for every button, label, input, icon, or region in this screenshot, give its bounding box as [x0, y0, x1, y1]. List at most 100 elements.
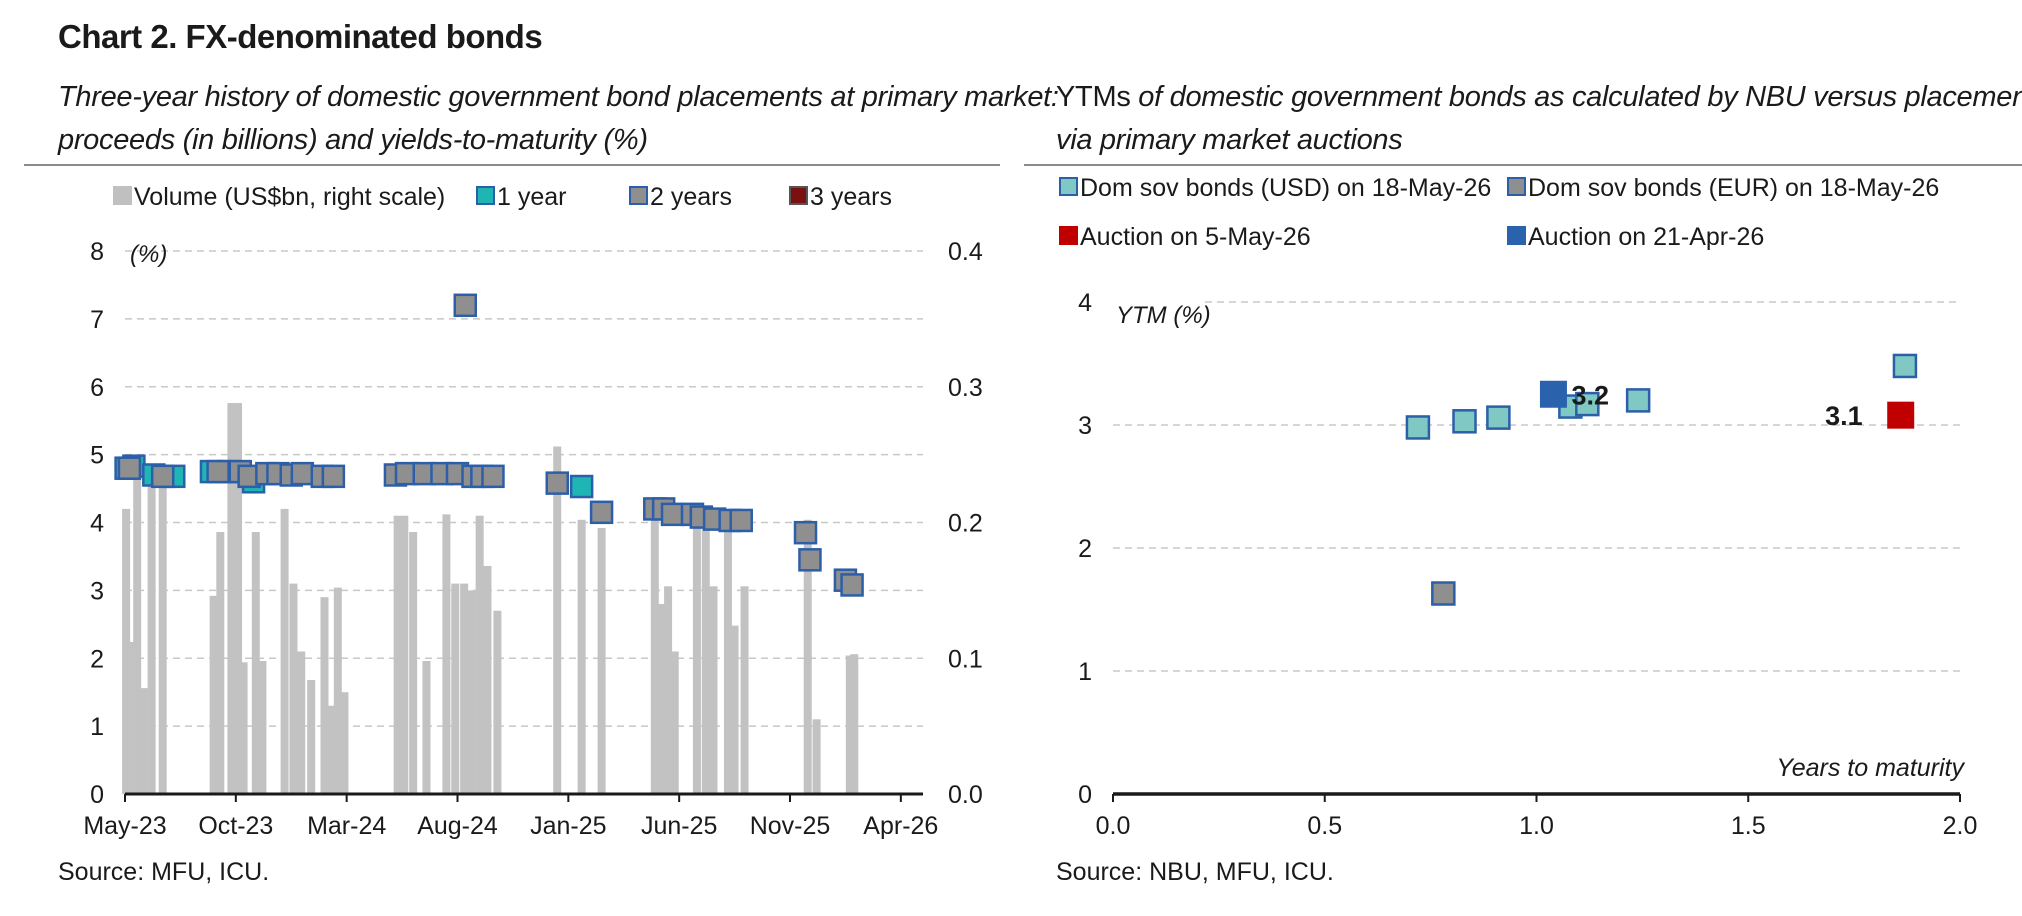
right-y-tick-label: 3: [1078, 412, 1092, 440]
left-y-tick-label: 7: [90, 306, 104, 334]
volume-bar: [209, 595, 218, 794]
right-subtitle-line1: of domestic government bonds as calculat…: [1130, 81, 2022, 113]
volume-bar: [158, 474, 167, 794]
volume-bar: [483, 565, 492, 794]
yield-2y-point: [545, 471, 569, 495]
yield-2y-point: [729, 508, 753, 533]
left-y-tick-label: 6: [90, 374, 104, 402]
right-x-tick-label: 0.0: [1096, 812, 1131, 840]
volume-bar: [333, 587, 342, 794]
left-x-tick-label: Oct-23: [198, 812, 273, 840]
left-x-tick-label: Mar-24: [307, 812, 386, 840]
eur-bond-point: [1431, 581, 1456, 606]
volume-bar: [216, 532, 225, 794]
right-y-tick-label: 0.0: [948, 781, 983, 809]
volume-bar: [692, 506, 701, 794]
yield-2y-point: [290, 461, 315, 486]
volume-bar: [125, 641, 134, 794]
volume-bar: [133, 474, 142, 794]
left-legend-label: Volume (US$bn, right scale): [134, 183, 445, 211]
left-y-tick-label: 1: [90, 713, 104, 741]
auction-may5-label: 3.1: [1825, 401, 1863, 431]
usd-bond-point: [1625, 388, 1651, 413]
right-y-tick-label: 0.4: [948, 238, 983, 266]
volume-bar: [553, 446, 562, 794]
left-y-tick-label: 2: [90, 645, 104, 673]
volume-bar: [258, 660, 267, 794]
volume-bar: [251, 532, 260, 794]
right-x-tick-label: 1.0: [1519, 812, 1554, 840]
left-x-tick-label: Apr-26: [863, 812, 938, 840]
left-subtitle-line2: proceeds (in billions) and yields-to-mat…: [58, 124, 648, 156]
volume-bar: [850, 654, 859, 794]
volume-bar: [147, 484, 156, 794]
usd-bond-point: [1486, 405, 1511, 430]
yield-2y-point: [840, 573, 864, 597]
right-chart-subtitle: YTMs of domestic government bonds as cal…: [1056, 76, 2022, 162]
left-y-tick-label: 8: [90, 238, 104, 266]
right-legend-label: Auction on 5-May-26: [1080, 223, 1311, 251]
usd-bond-point: [1405, 415, 1431, 440]
right-x-axis-label: Years to maturity: [1776, 754, 1965, 782]
volume-bar: [475, 515, 484, 794]
yield-2y-point: [481, 464, 505, 489]
volume-bar: [340, 692, 349, 794]
right-x-tick-label: 2.0: [1943, 812, 1978, 840]
volume-bar: [307, 679, 316, 794]
volume-bar: [297, 651, 306, 794]
yield-2y-point: [798, 548, 822, 572]
left-x-tick-label: Jan-25: [530, 812, 606, 840]
left-legend-swatch: [113, 186, 132, 205]
left-legend-swatch: [629, 186, 648, 205]
left-legend-label: 1 year: [497, 183, 566, 211]
right-legend-swatch: [1507, 226, 1526, 245]
left-y-tick-label: 3: [90, 577, 104, 605]
volume-bar: [442, 514, 451, 794]
right-divider: [1024, 164, 2022, 166]
volume-bar: [730, 625, 739, 794]
volume-bar: [664, 586, 673, 794]
subtitle-ytms: YTMs: [1056, 81, 1131, 113]
yield-2y-point: [117, 456, 142, 480]
yield-2y-point: [321, 464, 346, 489]
right-source: Source: NBU, MFU, ICU.: [1056, 858, 1334, 886]
volume-bar: [709, 586, 718, 794]
volume-bar: [460, 583, 469, 794]
left-subtitle-line1: Three-year history of domestic governmen…: [58, 81, 1059, 113]
volume-bar: [393, 515, 402, 794]
left-x-tick-label: Jun-25: [641, 812, 717, 840]
right-y-tick-label: 0.1: [948, 645, 983, 673]
auction-may5-point: [1887, 401, 1915, 429]
yield-2y-point: [453, 293, 478, 318]
right-chart: 0 1 2 3 4 YTM (%) 0.0 0.5 1.0 1.5 2.0 Years to matu…: [1059, 174, 1978, 840]
left-divider: [24, 164, 1000, 166]
volume-bar: [327, 705, 336, 794]
volume-bar: [320, 597, 329, 794]
volume-bar: [467, 590, 476, 794]
volume-bar: [740, 586, 749, 794]
left-chart-subtitle: Three-year history of domestic governmen…: [58, 76, 1059, 162]
volume-bar: [493, 610, 502, 794]
left-y-tick-label: 0: [90, 781, 104, 809]
volume-bar: [657, 603, 666, 794]
yield-2y-point: [150, 464, 175, 489]
right-y-axis-label: YTM (%): [1116, 302, 1211, 329]
volume-bar: [803, 519, 812, 794]
auction-apr21-label: 3.2: [1571, 380, 1609, 410]
volume-bar: [577, 519, 586, 794]
yield-2y-point: [660, 502, 685, 527]
left-source: Source: MFU, ICU.: [58, 858, 270, 886]
volume-bar: [239, 662, 248, 794]
volume-bar: [812, 719, 821, 794]
left-legend-label: 3 years: [810, 183, 892, 211]
right-x-tick-label: 0.5: [1307, 812, 1342, 840]
right-y-tick-label: 0: [1078, 781, 1092, 809]
page-title: Chart 2. FX-denominated bonds: [58, 18, 543, 55]
volume-bar: [650, 506, 659, 794]
yield-2y-point: [589, 500, 614, 525]
right-legend-label: Dom sov bonds (USD) on 18-May-26: [1080, 174, 1491, 202]
usd-bond-point: [1892, 353, 1918, 379]
volume-bar: [422, 660, 431, 794]
left-legend-label: 2 years: [650, 183, 732, 211]
right-y-tick-label: 2: [1078, 535, 1092, 563]
